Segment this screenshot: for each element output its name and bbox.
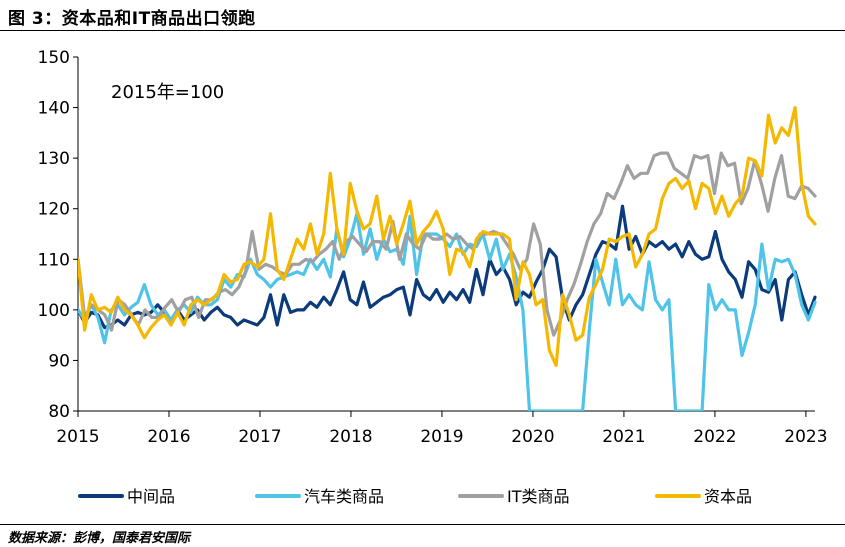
legend: 中间品 汽车类商品 IT类商品 资本品: [78, 487, 752, 506]
x-tick-label: 2018: [329, 427, 372, 447]
bottom-rule: [0, 524, 845, 525]
y-tick-label: 100: [38, 301, 70, 321]
y-tick-label: 120: [38, 200, 70, 220]
x-tick-label: 2017: [238, 427, 281, 447]
y-tick-label: 140: [38, 99, 70, 119]
x-tick-label: 2022: [693, 427, 736, 447]
top-rule: [0, 30, 845, 31]
x-tick-label: 2016: [147, 427, 190, 447]
legend-label-4: 资本品: [704, 487, 752, 506]
y-tick-label: 130: [38, 149, 70, 169]
x-tick-label: 2015: [56, 427, 99, 447]
y-tick-label: 90: [48, 351, 70, 371]
x-tick-label: 2021: [602, 427, 645, 447]
figure-title: 图 3：资本品和IT商品出口领跑: [8, 9, 256, 29]
x-tick-label: 2023: [784, 427, 827, 447]
y-tick-label: 150: [38, 48, 70, 68]
x-tick-label: 2020: [511, 427, 554, 447]
x-tick-label: 2019: [420, 427, 463, 447]
y-tick-label: 110: [38, 250, 70, 270]
series-line-4: [78, 105, 817, 368]
plot-area: 80 90 100 110 120 130 140 150 2015 2016 2017 2018 20…: [38, 48, 828, 447]
legend-label-1: 中间品: [127, 487, 175, 506]
series-line-3: [78, 151, 817, 337]
chart-annotation: 2015年=100: [111, 82, 224, 103]
source-note: 数据来源：彭博，国泰君安国际: [8, 531, 191, 546]
series-group: [78, 105, 817, 411]
legend-label-3: IT类商品: [507, 487, 570, 506]
y-tick-label: 80: [48, 402, 70, 422]
legend-label-2: 汽车类商品: [304, 487, 384, 506]
